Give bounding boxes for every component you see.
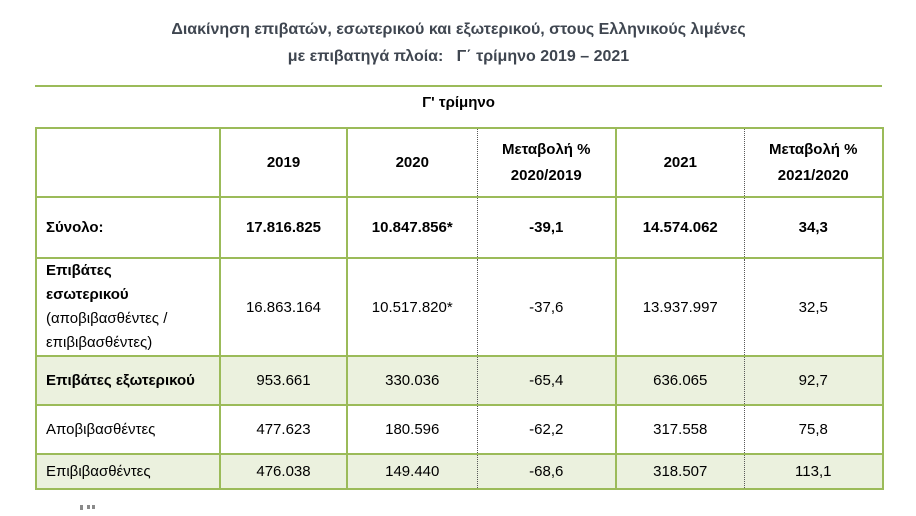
header-cell-change-2020-2019: Μεταβολή % 2020/2019 [476,127,617,198]
table-header-row: 2019 2020 Μεταβολή % 2020/2019 2021 Μετα… [35,127,884,198]
header-label: 2021/2020 [777,166,849,184]
value-cell: 75,8 [743,404,884,455]
value-cell: 636.065 [615,355,745,406]
row-label-cell: Επιβάτες εξωτερικού [35,355,221,406]
value-cell: 34,3 [743,196,884,259]
value-cell: 13.937.997 [615,257,745,357]
value-cell: 180.596 [346,404,478,455]
value-cell: -65,4 [476,355,617,406]
row-label: Επιβιβασθέντες [46,462,151,480]
header-cell-2021: 2021 [615,127,745,198]
value-cell: 14.574.062 [615,196,745,259]
row-label: Επιβάτες εξωτερικού [46,371,195,389]
table-row-total: Σύνολο: 17.816.825 10.847.856* -39,1 14.… [35,196,884,259]
row-label: Επιβάτες εσωτερικού [46,262,129,303]
header-label: 2021 [663,153,697,171]
value-cell: 113,1 [743,453,884,490]
header-label: Μεταβολή % [502,140,591,158]
table-row-embarked: Επιβιβασθέντες 476.038 149.440 -68,6 318… [35,453,884,490]
value-cell: 10.847.856* [346,196,478,259]
table-row-domestic-passengers: Επιβάτες εσωτερικού (αποβιβασθέντες / επ… [35,257,884,357]
header-cell-change-2021-2020: Μεταβολή % 2021/2020 [743,127,884,198]
horizontal-divider [35,85,882,87]
header-cell-2019: 2019 [219,127,348,198]
row-label-cell: Σύνολο: [35,196,221,259]
page-title: Διακίνηση επιβατών, εσωτερικού και εξωτε… [35,16,882,70]
value-cell: -39,1 [476,196,617,259]
value-cell: 953.661 [219,355,348,406]
header-cell-2020: 2020 [346,127,478,198]
header-label: 2020 [395,153,429,171]
row-label: Σύνολο: [46,218,104,236]
row-label-cell: Επιβιβασθέντες [35,453,221,490]
value-cell: 317.558 [615,404,745,455]
value-cell: -68,6 [476,453,617,490]
value-cell: 149.440 [346,453,478,490]
value-cell: 476.038 [219,453,348,490]
row-label-cell: Αποβιβασθέντες [35,404,221,455]
header-cell-empty [35,127,221,198]
table-row-international-passengers: Επιβάτες εξωτερικού 953.661 330.036 -65,… [35,355,884,406]
table-caption: Γ' τρίμηνο [422,94,495,111]
header-label: 2020/2019 [510,166,582,184]
value-cell: 10.517.820* [346,257,478,357]
value-cell: 16.863.164 [219,257,348,357]
value-cell: 318.507 [615,453,745,490]
value-cell: 477.623 [219,404,348,455]
value-cell: 330.036 [346,355,478,406]
value-cell: 17.816.825 [219,196,348,259]
header-label: 2019 [266,153,301,171]
row-label-cell: Επιβάτες εσωτερικού (αποβιβασθέντες / επ… [35,257,221,357]
header-label: Μεταβολή % [769,140,858,158]
table-row-disembarked: Αποβιβασθέντες 477.623 180.596 -62,2 317… [35,404,884,455]
page-title-line1: Διακίνηση επιβατών, εσωτερικού και εξωτε… [171,21,746,38]
row-label: Αποβιβασθέντες [46,420,156,438]
passenger-traffic-table: 2019 2020 Μεταβολή % 2020/2019 2021 Μετα… [35,127,884,490]
value-cell: 32,5 [743,257,884,357]
value-cell: 92,7 [743,355,884,406]
row-sublabel: (αποβιβασθέντες / επιβιβασθέντες) [46,310,168,351]
page-title-line2: με επιβατηγά πλοία: Γ΄ τρίμηνο 2019 – 20… [287,48,630,65]
clipped-text-fragment [80,505,120,513]
value-cell: -62,2 [476,404,617,455]
value-cell: -37,6 [476,257,617,357]
